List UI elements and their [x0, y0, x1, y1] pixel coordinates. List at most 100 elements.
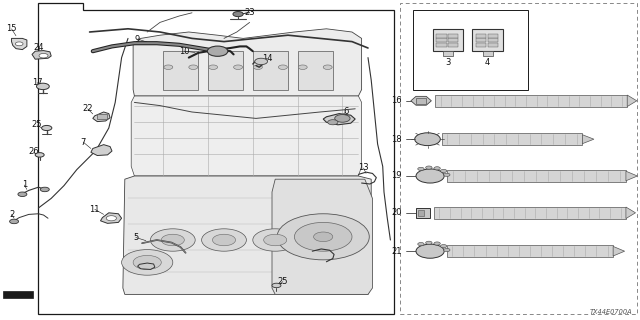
Circle shape — [40, 187, 49, 192]
Bar — [447, 245, 613, 257]
Circle shape — [323, 65, 332, 69]
Bar — [442, 133, 582, 145]
Circle shape — [233, 12, 243, 17]
Circle shape — [164, 65, 173, 69]
Text: 7: 7 — [81, 138, 86, 147]
Polygon shape — [272, 179, 372, 294]
Circle shape — [416, 244, 444, 258]
Circle shape — [234, 65, 243, 69]
Circle shape — [207, 46, 228, 56]
Circle shape — [426, 166, 432, 169]
Circle shape — [133, 255, 161, 269]
Circle shape — [440, 244, 447, 248]
Text: 17: 17 — [32, 78, 42, 87]
Bar — [253, 51, 288, 90]
Circle shape — [150, 229, 195, 251]
Polygon shape — [100, 213, 122, 223]
Circle shape — [426, 241, 432, 244]
Circle shape — [418, 167, 424, 171]
Bar — [433, 29, 463, 51]
Circle shape — [106, 216, 116, 221]
Bar — [434, 207, 626, 219]
Bar — [163, 51, 198, 90]
Circle shape — [444, 248, 450, 252]
Text: ø25: ø25 — [483, 36, 492, 41]
Bar — [208, 51, 243, 90]
Polygon shape — [131, 96, 362, 176]
Text: 26: 26 — [28, 148, 38, 156]
Bar — [488, 43, 498, 46]
Bar — [488, 38, 498, 42]
Polygon shape — [133, 29, 362, 96]
Bar — [418, 210, 424, 216]
Circle shape — [304, 229, 349, 251]
Text: 13: 13 — [358, 164, 369, 172]
Circle shape — [42, 125, 52, 131]
Circle shape — [418, 243, 424, 246]
Bar — [436, 43, 447, 46]
Circle shape — [122, 250, 173, 275]
Bar — [476, 43, 486, 46]
Polygon shape — [93, 112, 110, 122]
Polygon shape — [32, 51, 51, 59]
Text: TX44E0700A: TX44E0700A — [589, 309, 632, 315]
Polygon shape — [613, 246, 625, 256]
Text: 25: 25 — [278, 277, 288, 286]
Bar — [483, 51, 493, 56]
Bar — [476, 34, 486, 38]
Polygon shape — [582, 135, 594, 144]
Text: 18: 18 — [391, 135, 402, 144]
Bar — [416, 208, 430, 218]
Bar — [435, 95, 627, 107]
Text: 9: 9 — [135, 35, 140, 44]
Circle shape — [328, 120, 338, 125]
Text: 22: 22 — [83, 104, 93, 113]
Text: ø19: ø19 — [444, 36, 452, 41]
Text: 1: 1 — [22, 180, 27, 189]
Circle shape — [264, 234, 287, 246]
Circle shape — [440, 169, 447, 172]
Polygon shape — [120, 26, 378, 294]
Circle shape — [35, 153, 44, 157]
Bar — [443, 51, 453, 56]
Circle shape — [272, 283, 281, 288]
Text: 15: 15 — [6, 24, 17, 33]
Circle shape — [416, 169, 444, 183]
Circle shape — [253, 65, 262, 69]
Text: 5: 5 — [133, 233, 138, 242]
Bar — [436, 38, 447, 42]
Text: 20: 20 — [392, 208, 402, 217]
Text: 23: 23 — [244, 8, 255, 17]
Circle shape — [277, 214, 369, 260]
Polygon shape — [627, 95, 637, 107]
Circle shape — [434, 167, 440, 170]
Circle shape — [298, 65, 307, 69]
Circle shape — [212, 234, 236, 246]
Circle shape — [315, 234, 338, 246]
Text: 11: 11 — [90, 205, 100, 214]
Bar — [416, 98, 426, 104]
Text: 24: 24 — [33, 43, 44, 52]
Circle shape — [10, 219, 19, 224]
Bar — [97, 114, 107, 119]
Text: 2: 2 — [9, 210, 14, 219]
Bar — [472, 29, 503, 51]
Text: 19: 19 — [392, 172, 402, 180]
Circle shape — [335, 115, 350, 122]
Text: 21: 21 — [392, 247, 402, 256]
Polygon shape — [413, 10, 528, 90]
Polygon shape — [91, 145, 112, 156]
Circle shape — [294, 222, 352, 251]
Text: 14: 14 — [262, 54, 273, 63]
Bar — [298, 51, 333, 90]
Text: 16: 16 — [391, 96, 402, 105]
Polygon shape — [626, 207, 636, 219]
Polygon shape — [323, 114, 355, 125]
Polygon shape — [12, 38, 27, 50]
Bar — [448, 38, 458, 42]
Circle shape — [444, 173, 450, 176]
Polygon shape — [400, 3, 637, 314]
Circle shape — [255, 58, 268, 65]
Bar — [476, 38, 486, 42]
Text: 10: 10 — [179, 47, 189, 56]
